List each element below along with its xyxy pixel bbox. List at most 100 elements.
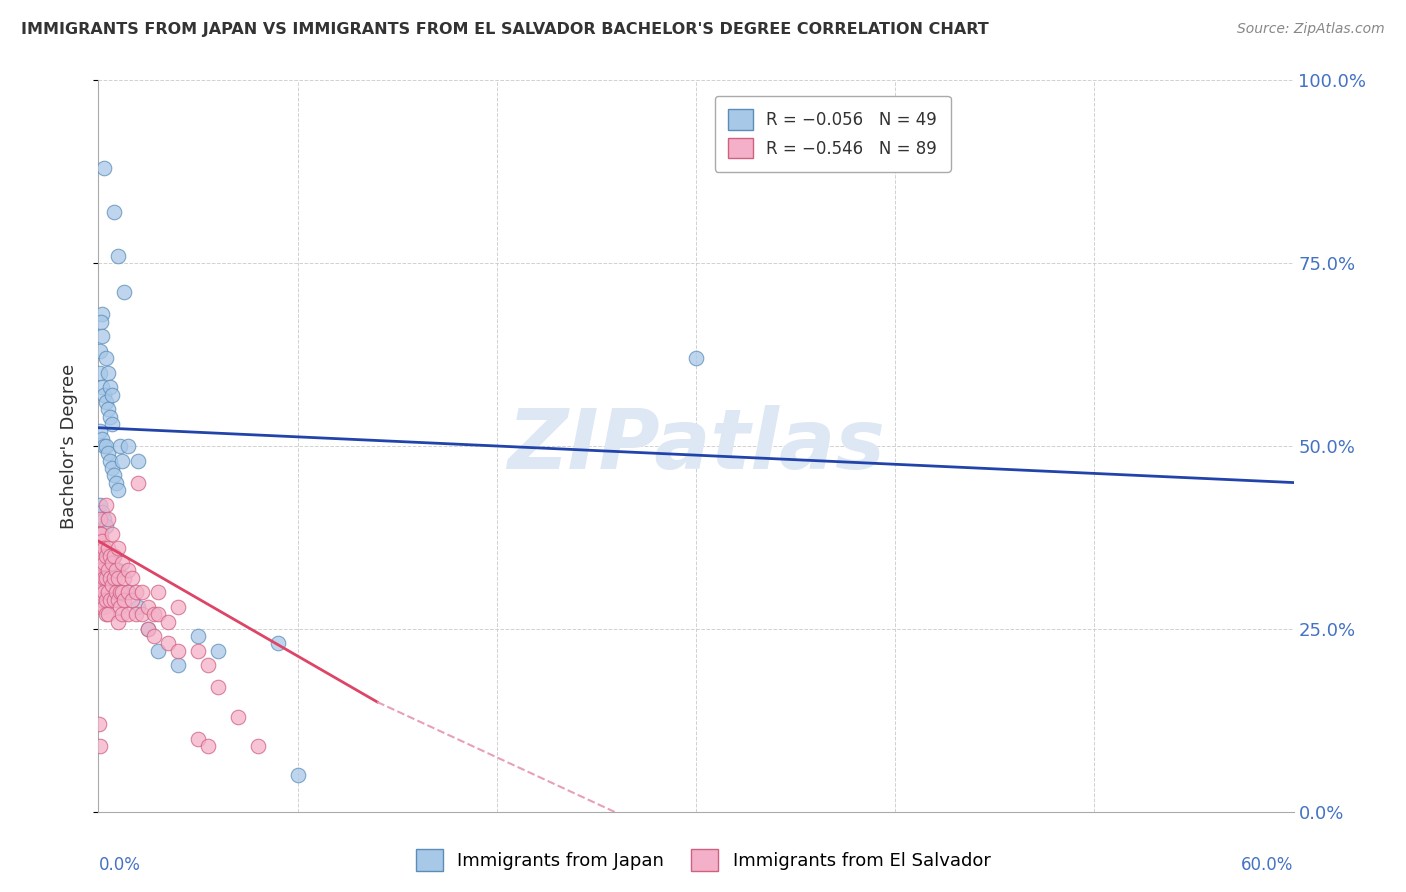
Point [91,578,114,592]
Point [96,571,118,585]
Point [91,592,114,607]
Point [96,549,118,563]
Point [91,563,114,577]
Text: ZIPatlas: ZIPatlas [508,406,884,486]
Point [96,439,118,453]
Point [101,388,124,402]
Point [287,768,309,782]
Point [89,526,111,541]
Point [91,307,114,321]
Text: 60.0%: 60.0% [1241,855,1294,873]
Point [105,475,128,490]
Point [103,549,125,563]
Point [96,498,118,512]
Point [89,585,111,599]
Point [101,526,124,541]
Point [107,249,129,263]
Point [97,541,120,556]
Point [98,571,122,585]
Point [90,526,112,541]
Point [103,592,125,607]
Point [96,351,118,366]
Point [89,541,111,556]
Point [111,453,134,467]
Point [148,585,170,599]
Point [103,468,125,483]
Point [89,541,111,556]
Text: IMMIGRANTS FROM JAPAN VS IMMIGRANTS FROM EL SALVADOR BACHELOR'S DEGREE CORRELATI: IMMIGRANTS FROM JAPAN VS IMMIGRANTS FROM… [21,22,988,37]
Point [103,205,125,219]
Point [125,607,148,622]
Point [89,498,111,512]
Point [107,615,129,629]
Point [90,541,112,556]
Point [131,585,153,599]
Point [89,585,111,599]
Text: Source: ZipAtlas.com: Source: ZipAtlas.com [1237,22,1385,37]
Point [101,461,124,475]
Point [91,329,114,343]
Point [97,563,120,577]
Point [121,571,143,585]
Point [226,709,249,723]
Point [167,658,190,673]
Point [157,615,180,629]
Point [107,571,129,585]
Point [93,556,115,570]
Point [98,409,122,424]
Point [157,636,180,650]
Point [246,739,269,753]
Point [207,681,229,695]
Point [89,556,111,570]
Point [90,599,112,614]
Point [98,453,122,467]
Point [143,607,166,622]
Point [93,541,115,556]
Point [97,446,120,460]
Point [117,585,139,599]
Point [167,644,190,658]
Point [101,556,124,570]
Point [89,425,111,439]
Point [89,739,111,753]
Point [131,607,153,622]
Point [97,512,120,526]
Point [117,563,139,577]
Point [111,607,134,622]
Point [121,592,143,607]
Point [93,439,115,453]
Point [97,402,120,417]
Point [96,592,118,607]
Text: 0.0%: 0.0% [98,855,141,873]
Point [103,549,125,563]
Legend: Immigrants from Japan, Immigrants from El Salvador: Immigrants from Japan, Immigrants from E… [408,842,998,879]
Point [110,599,132,614]
Point [89,366,111,380]
Point [89,571,111,585]
Point [89,571,111,585]
Point [127,453,149,467]
Point [187,629,209,643]
Point [148,644,170,658]
Point [143,629,166,643]
Point [127,475,149,490]
Point [98,380,122,394]
Point [90,556,112,570]
Point [97,607,120,622]
Point [89,512,111,526]
Point [167,599,190,614]
Point [96,607,118,622]
Point [105,585,128,599]
Point [89,526,111,541]
Point [685,351,707,366]
Point [107,592,129,607]
Point [93,571,115,585]
Point [93,585,115,599]
Point [136,622,159,636]
Legend: R = −0.056   N = 49, R = −0.546   N = 89: R = −0.056 N = 49, R = −0.546 N = 89 [714,96,950,171]
Point [267,636,290,650]
Point [89,343,111,358]
Point [89,717,111,731]
Point [117,585,139,599]
Point [207,644,229,658]
